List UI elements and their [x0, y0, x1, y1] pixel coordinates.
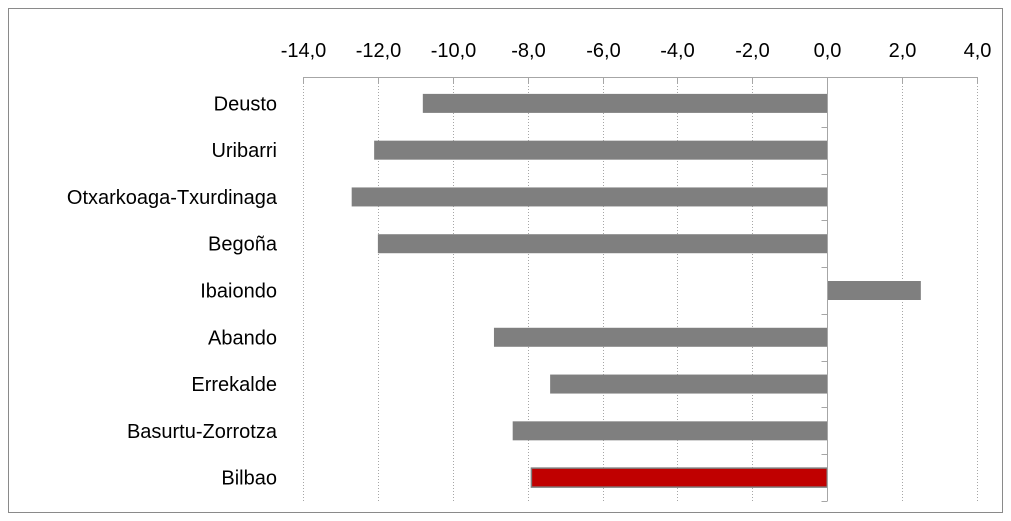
bars	[351, 93, 921, 488]
bar-bilbao	[530, 467, 828, 488]
x-tick-label: 0,0	[814, 40, 842, 62]
bar-deusto	[422, 93, 828, 113]
bar-uribarri	[374, 140, 828, 160]
bar-errekalde	[550, 374, 828, 394]
category-label: Abando	[208, 327, 277, 349]
x-tick-label: -4,0	[660, 40, 694, 62]
tick-labels: -14,0 -12,0 -10,0 -8,0 -6,0 -4,0 -2,0 0,0 2,0 4,0	[281, 40, 992, 62]
bar-ibaiondo	[827, 281, 921, 300]
chart-frame	[8, 8, 1003, 513]
category-label: Otxarkoaga-Txurdinaga	[67, 187, 278, 209]
x-tick-label: -2,0	[735, 40, 769, 62]
bar-basurtu-zorrotza	[512, 421, 828, 441]
bar-otxarkoaga-txurdinaga	[351, 187, 828, 207]
category-label: Bilbao	[221, 468, 277, 490]
category-labels: Deusto Uribarri Otxarkoaga-Txurdinaga Begoñ…	[67, 93, 278, 489]
bar-abando	[493, 327, 828, 347]
x-tick-label: -6,0	[586, 40, 620, 62]
x-tick-label: 2,0	[889, 40, 917, 62]
x-tick-label: 4,0	[964, 40, 992, 62]
category-label: Uribarri	[211, 140, 277, 162]
category-label: Begoña	[208, 234, 278, 256]
category-label: Basurtu-Zorrotza	[127, 421, 278, 443]
category-label: Errekalde	[191, 374, 277, 396]
x-tick-label: -12,0	[356, 40, 402, 62]
x-tick-label: -8,0	[511, 40, 545, 62]
category-axis	[821, 77, 828, 502]
category-label: Deusto	[214, 93, 277, 115]
x-tick-label: -10,0	[431, 40, 477, 62]
bar-begoña	[377, 234, 828, 254]
category-label: Ibaiondo	[200, 281, 277, 303]
x-tick-label: -14,0	[281, 40, 327, 62]
value-axis	[303, 77, 978, 83]
